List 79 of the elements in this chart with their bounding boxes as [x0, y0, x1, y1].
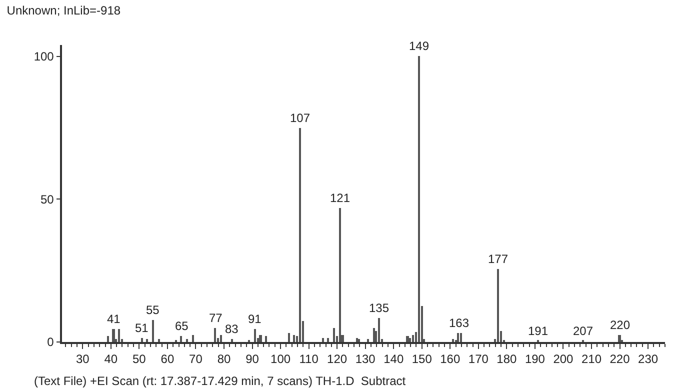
bar	[412, 335, 414, 342]
x-tick-label: 110	[299, 352, 319, 366]
x-tick-label: 50	[132, 352, 146, 366]
x-tick-label: 150	[412, 352, 432, 366]
bar	[418, 56, 420, 342]
x-tick-label: 190	[524, 352, 546, 366]
x-tick-label: 170	[468, 352, 489, 366]
text: (Text File) +EI Scan (rt: 17.387-17.429 min, 7 scans) TH-1.D Subtract	[34, 374, 406, 388]
y-tick-label: 50	[40, 192, 54, 206]
bar	[107, 336, 109, 342]
bar	[214, 328, 216, 342]
bar	[231, 339, 233, 342]
bar	[265, 336, 267, 342]
bar	[618, 335, 621, 342]
x-tick-label: 200	[553, 352, 574, 366]
bar	[497, 269, 499, 342]
x-tick-label: 160	[440, 352, 460, 366]
bar	[327, 338, 329, 342]
x-tick-label: 70	[189, 352, 203, 366]
annotation: 107	[290, 111, 310, 125]
bar	[299, 128, 301, 342]
bar	[220, 335, 222, 342]
x-tick-label: 40	[104, 352, 118, 366]
annotation: 65	[175, 319, 189, 333]
bar	[378, 318, 380, 342]
annotation: 135	[369, 301, 390, 315]
annotation: 41	[107, 312, 121, 326]
x-tick-label: 30	[76, 352, 90, 366]
annotation: 121	[330, 191, 350, 205]
bar	[409, 338, 411, 342]
annotation: 77	[209, 311, 223, 325]
bar	[118, 329, 120, 342]
bar	[406, 336, 409, 342]
chart-title: Unknown; InLib=-918	[6, 3, 121, 18]
x-tick-label: 60	[160, 352, 174, 366]
annotation: 55	[146, 303, 160, 317]
annotation: 163	[449, 316, 470, 330]
bar	[254, 329, 256, 342]
annotation: 51	[135, 321, 149, 335]
x-tick-label: 140	[384, 352, 404, 366]
annotation: 177	[488, 252, 508, 266]
annotation: 149	[409, 39, 430, 53]
x-tick-label: 100	[270, 352, 291, 366]
x-tick-label: 130	[355, 352, 376, 366]
bar	[186, 339, 188, 342]
bar	[373, 328, 375, 342]
x-tick-label: 230	[638, 352, 658, 366]
y-tick-label: 0	[47, 335, 54, 350]
bar	[339, 208, 341, 342]
annotation: 91	[248, 312, 262, 326]
bar	[180, 336, 182, 342]
annotation: 191	[528, 324, 548, 338]
bar	[293, 335, 295, 342]
bar	[322, 338, 324, 342]
x-tick-label: 80	[217, 352, 231, 366]
bar	[192, 335, 194, 342]
bar	[288, 333, 290, 342]
bar	[457, 333, 459, 342]
annotation: 83	[225, 322, 239, 336]
bar	[158, 339, 160, 342]
bar	[152, 320, 154, 342]
annotation: 207	[573, 324, 594, 338]
bar	[259, 335, 262, 342]
x-tick-label: 180	[496, 352, 518, 366]
bar	[452, 339, 454, 342]
x-tick-label: 90	[246, 352, 260, 366]
bar	[460, 333, 462, 342]
x-tick-label: 120	[327, 352, 348, 366]
bar	[112, 329, 115, 342]
bar	[141, 338, 143, 342]
bar	[146, 339, 148, 342]
x-tick-label: 220	[610, 352, 630, 366]
annotation: 220	[610, 318, 630, 332]
x-tick-label: 210	[581, 352, 602, 366]
y-tick-label: 100	[34, 50, 54, 64]
bar	[356, 338, 358, 342]
bar	[367, 339, 369, 342]
bar	[333, 328, 335, 342]
bar	[358, 339, 360, 342]
